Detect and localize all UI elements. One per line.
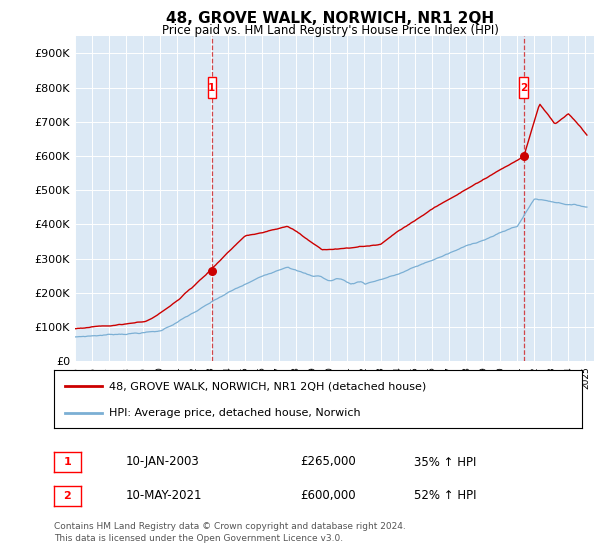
Point <box>519 152 529 161</box>
Text: Price paid vs. HM Land Registry's House Price Index (HPI): Price paid vs. HM Land Registry's House … <box>161 24 499 36</box>
Text: 10-JAN-2003: 10-JAN-2003 <box>126 455 200 469</box>
Text: 48, GROVE WALK, NORWICH, NR1 2QH: 48, GROVE WALK, NORWICH, NR1 2QH <box>166 11 494 26</box>
Text: £600,000: £600,000 <box>300 489 356 502</box>
Text: 1: 1 <box>208 83 215 93</box>
FancyBboxPatch shape <box>208 77 216 98</box>
Text: 2: 2 <box>64 491 71 501</box>
Text: 1: 1 <box>64 457 71 467</box>
Text: £265,000: £265,000 <box>300 455 356 469</box>
Text: 52% ↑ HPI: 52% ↑ HPI <box>414 489 476 502</box>
Text: This data is licensed under the Open Government Licence v3.0.: This data is licensed under the Open Gov… <box>54 534 343 543</box>
Text: 2: 2 <box>520 83 527 93</box>
Text: Contains HM Land Registry data © Crown copyright and database right 2024.: Contains HM Land Registry data © Crown c… <box>54 522 406 531</box>
Text: 10-MAY-2021: 10-MAY-2021 <box>126 489 203 502</box>
FancyBboxPatch shape <box>520 77 528 98</box>
Text: HPI: Average price, detached house, Norwich: HPI: Average price, detached house, Norw… <box>109 408 361 418</box>
Text: 35% ↑ HPI: 35% ↑ HPI <box>414 455 476 469</box>
Point <box>207 266 217 275</box>
Text: 48, GROVE WALK, NORWICH, NR1 2QH (detached house): 48, GROVE WALK, NORWICH, NR1 2QH (detach… <box>109 381 427 391</box>
